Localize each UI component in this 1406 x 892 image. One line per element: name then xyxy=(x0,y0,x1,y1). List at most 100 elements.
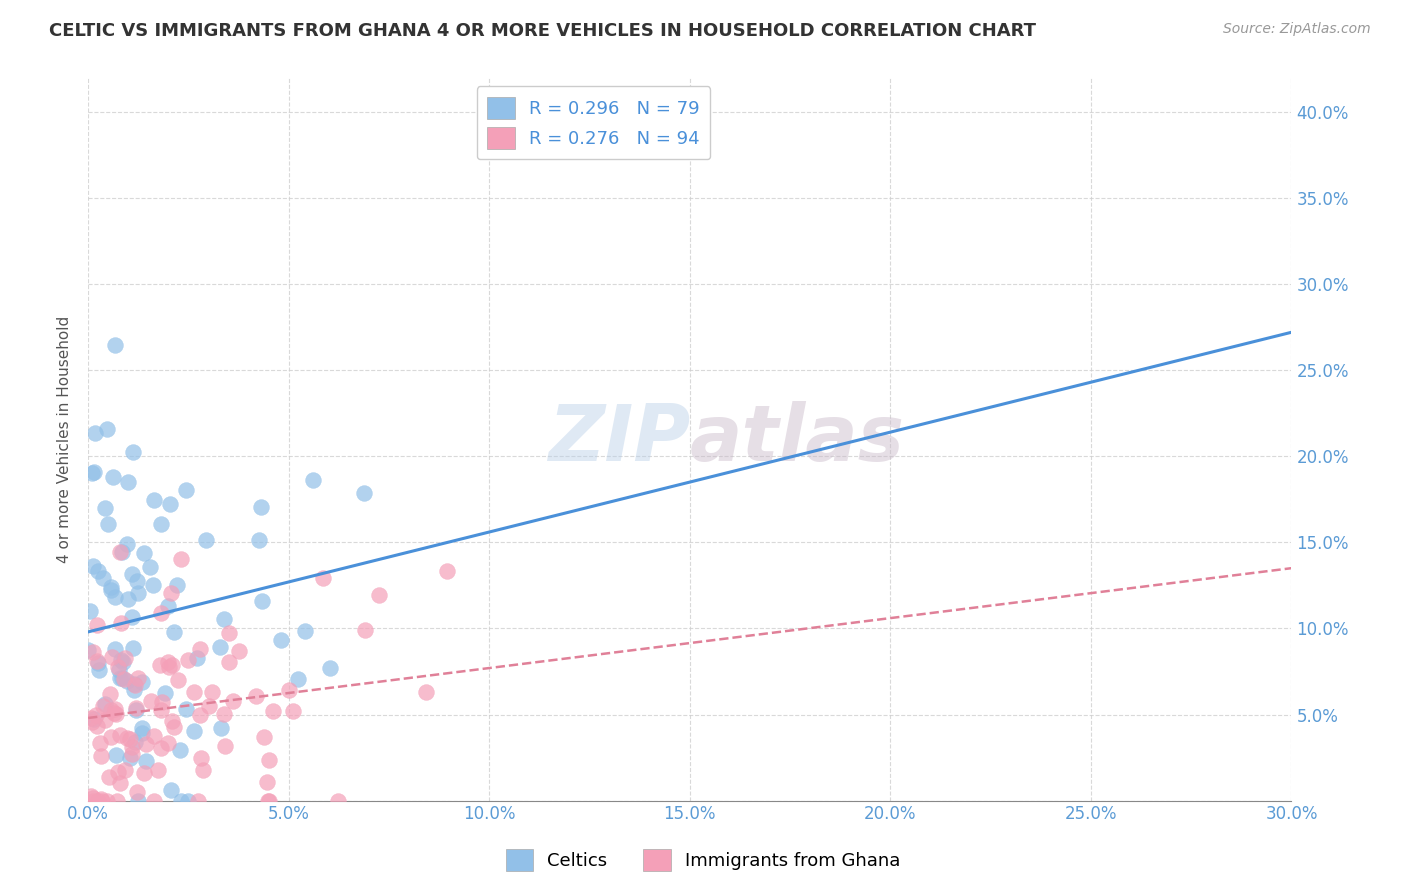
Point xyxy=(110,653,132,667)
Point xyxy=(107,663,129,677)
Point xyxy=(436,564,458,578)
Point xyxy=(91,571,114,585)
Point xyxy=(177,653,200,667)
Point xyxy=(287,672,309,686)
Point xyxy=(100,687,122,701)
Point xyxy=(156,655,179,669)
Point xyxy=(256,774,278,789)
Legend: Celtics, Immigrants from Ghana: Celtics, Immigrants from Ghana xyxy=(499,842,907,879)
Point xyxy=(104,642,127,657)
Point xyxy=(160,782,183,797)
Point xyxy=(79,603,101,617)
Point xyxy=(262,704,284,718)
Point xyxy=(253,730,276,744)
Point xyxy=(187,794,209,808)
Point xyxy=(115,673,138,688)
Point xyxy=(159,497,181,511)
Point xyxy=(283,704,305,718)
Point xyxy=(104,590,127,604)
Point xyxy=(353,486,375,500)
Point xyxy=(82,558,104,573)
Point xyxy=(124,735,146,749)
Point xyxy=(139,694,162,708)
Point xyxy=(368,588,391,602)
Point xyxy=(118,751,141,765)
Point xyxy=(124,676,146,690)
Point xyxy=(121,740,143,755)
Point xyxy=(170,552,193,566)
Point xyxy=(127,671,149,685)
Point xyxy=(188,641,211,656)
Point xyxy=(77,643,100,657)
Point xyxy=(121,747,143,761)
Point xyxy=(87,663,110,677)
Point xyxy=(89,736,111,750)
Point xyxy=(160,658,183,673)
Point xyxy=(82,466,104,480)
Point xyxy=(247,533,270,547)
Point xyxy=(111,655,134,669)
Point xyxy=(301,473,323,487)
Point xyxy=(82,791,104,805)
Point xyxy=(156,599,179,613)
Point xyxy=(312,571,335,585)
Point xyxy=(100,580,122,594)
Point xyxy=(121,610,143,624)
Text: atlas: atlas xyxy=(690,401,905,477)
Point xyxy=(122,445,145,459)
Point xyxy=(86,719,108,733)
Point xyxy=(122,682,145,697)
Point xyxy=(91,698,114,713)
Point xyxy=(259,753,281,767)
Point xyxy=(86,654,108,668)
Point xyxy=(183,724,205,739)
Point xyxy=(94,697,117,711)
Point xyxy=(163,625,186,640)
Point xyxy=(105,794,128,808)
Point xyxy=(121,567,143,582)
Point xyxy=(125,701,148,715)
Point xyxy=(80,789,103,803)
Point xyxy=(96,517,118,532)
Point xyxy=(107,765,129,780)
Point xyxy=(132,546,155,560)
Point xyxy=(190,750,212,764)
Point xyxy=(149,740,172,755)
Point xyxy=(166,673,188,687)
Point xyxy=(142,794,165,808)
Point xyxy=(157,660,180,674)
Point xyxy=(169,743,191,757)
Point xyxy=(191,763,214,777)
Point xyxy=(87,656,110,670)
Point xyxy=(127,785,149,799)
Point xyxy=(110,615,132,630)
Point xyxy=(228,644,250,658)
Point xyxy=(93,501,115,516)
Point xyxy=(163,720,186,734)
Point xyxy=(127,586,149,600)
Point xyxy=(135,754,157,768)
Point xyxy=(319,661,342,675)
Point xyxy=(80,711,103,725)
Point xyxy=(115,537,138,551)
Point xyxy=(111,544,134,558)
Point xyxy=(104,706,127,721)
Text: CELTIC VS IMMIGRANTS FROM GHANA 4 OR MORE VEHICLES IN HOUSEHOLD CORRELATION CHAR: CELTIC VS IMMIGRANTS FROM GHANA 4 OR MOR… xyxy=(49,22,1036,40)
Point xyxy=(108,728,131,742)
Point xyxy=(112,672,135,686)
Point xyxy=(100,582,122,597)
Point xyxy=(91,794,114,808)
Point xyxy=(124,678,146,692)
Point xyxy=(108,545,131,559)
Point xyxy=(155,686,177,700)
Point xyxy=(150,606,173,620)
Point xyxy=(190,708,212,723)
Point xyxy=(96,794,118,808)
Point xyxy=(114,763,136,777)
Legend: R = 0.296   N = 79, R = 0.276   N = 94: R = 0.296 N = 79, R = 0.276 N = 94 xyxy=(477,87,710,160)
Point xyxy=(100,703,122,717)
Point xyxy=(82,645,104,659)
Point xyxy=(208,640,231,654)
Point xyxy=(143,493,166,508)
Point xyxy=(257,794,280,808)
